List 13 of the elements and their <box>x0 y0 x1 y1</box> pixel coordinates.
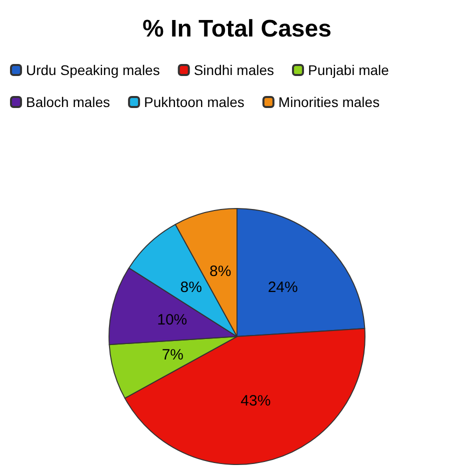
data-label: 24% <box>268 279 298 296</box>
legend-label: Urdu Speaking males <box>26 62 160 78</box>
data-label: 7% <box>162 346 184 364</box>
legend-label: Baloch males <box>26 94 110 110</box>
data-label: 43% <box>240 392 271 410</box>
data-label: 10% <box>157 311 188 328</box>
data-label: 8% <box>209 263 232 280</box>
legend-label: Pukhtoon males <box>144 94 244 110</box>
data-label: 8% <box>180 279 202 296</box>
legend-label: Sindhi males <box>194 62 274 78</box>
chart-title: % In Total Cases <box>142 16 332 42</box>
legend-label: Punjabi male <box>308 62 390 78</box>
legend-label: Minorities males <box>278 94 380 110</box>
